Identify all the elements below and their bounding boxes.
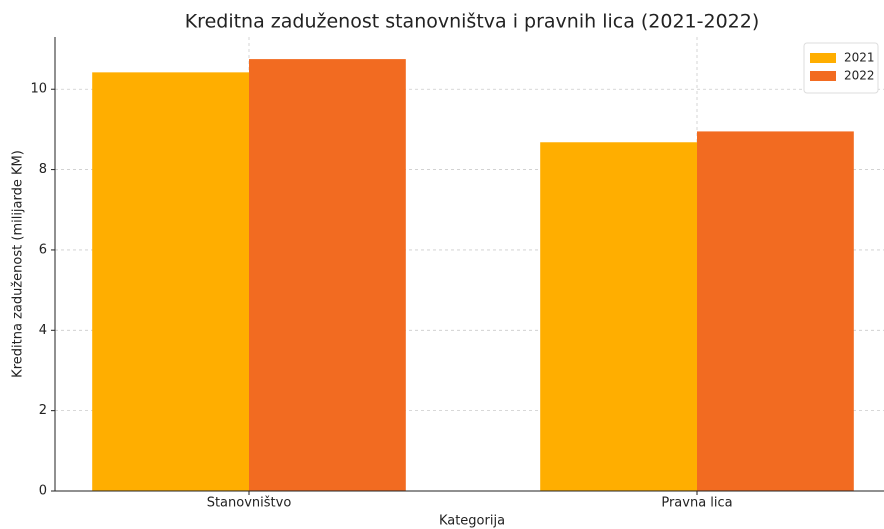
bar xyxy=(540,142,697,491)
y-axis-label: Kreditna zaduženost (milijarde KM) xyxy=(11,150,26,378)
y-tick-label: 4 xyxy=(39,323,47,338)
legend: 2021 2022 xyxy=(803,42,879,94)
y-tick-label: 8 xyxy=(39,162,47,177)
y-tick-label: 2 xyxy=(39,403,47,418)
y-tick-label: 10 xyxy=(30,82,47,97)
y-tick-label: 0 xyxy=(39,484,47,499)
x-tick-label: Stanovništvo xyxy=(207,496,292,511)
legend-label: 2022 xyxy=(844,69,875,83)
legend-label: 2021 xyxy=(844,51,875,65)
x-tick-label: Pravna lica xyxy=(661,496,732,511)
chart-title: Kreditna zaduženost stanovništva i pravn… xyxy=(185,11,760,33)
x-axis-label: Kategorija xyxy=(439,514,505,529)
legend-swatch xyxy=(810,71,836,81)
y-tick-label: 6 xyxy=(39,242,47,257)
bar xyxy=(249,59,406,491)
bar xyxy=(92,72,249,492)
legend-swatch xyxy=(810,53,836,63)
bar xyxy=(697,131,854,491)
